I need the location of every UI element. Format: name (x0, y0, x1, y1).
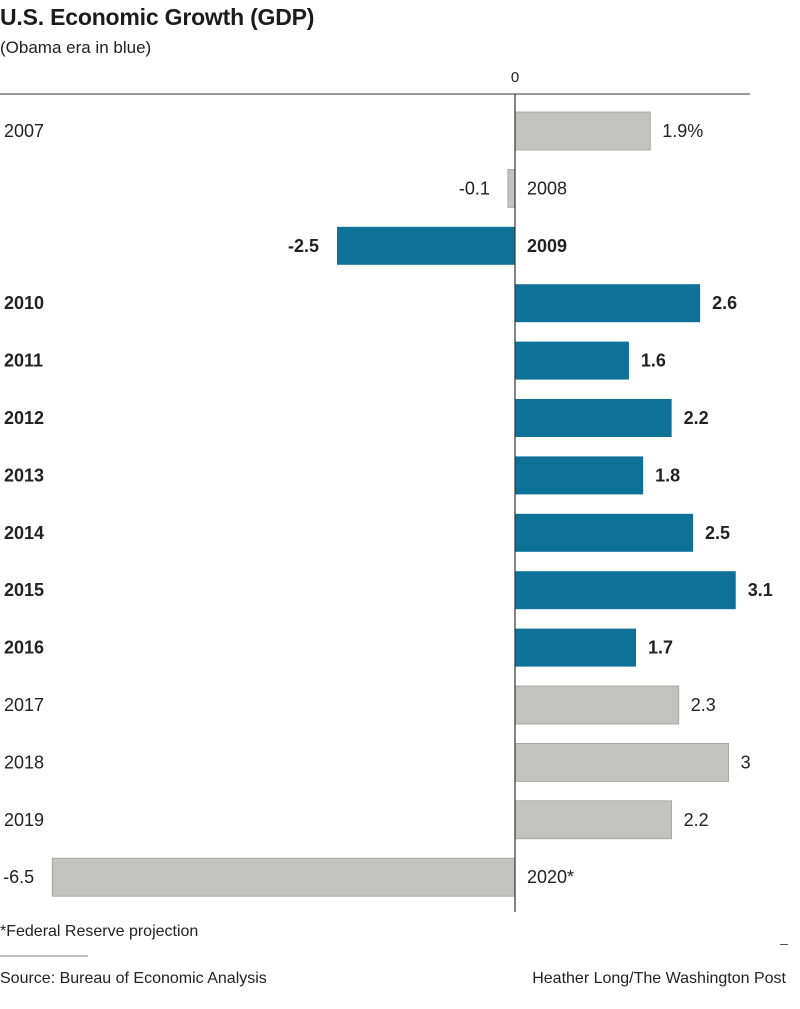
category-label: 2007 (4, 121, 44, 141)
value-label: 2.3 (691, 695, 716, 715)
category-label: 2009 (527, 236, 567, 256)
bar-2020 (51, 857, 516, 897)
bar-2009 (337, 226, 515, 265)
category-label: 2016 (4, 638, 44, 658)
bar-2017 (514, 685, 680, 725)
category-label: 2017 (4, 695, 44, 715)
chart-subtitle: (Obama era in blue) (0, 38, 152, 57)
category-label: 2014 (4, 523, 44, 543)
value-label: 2.5 (705, 523, 730, 543)
bar-2018 (514, 743, 730, 782)
value-label: 2.2 (684, 408, 709, 428)
category-label: 2019 (4, 810, 44, 830)
value-label: 2.2 (684, 810, 709, 830)
value-label: 3.1 (748, 580, 773, 600)
bar-chart: 0 2007 1.9% 2008 -0.1 2009 -2.5 2010 2.6 2011 1.6… (0, 69, 773, 912)
source-note: Source: Bureau of Economic Analysis (0, 970, 267, 987)
bar-2013 (515, 456, 644, 495)
value-label: 1.8 (655, 465, 680, 485)
category-label: 2018 (4, 752, 44, 772)
value-label: -0.1 (459, 178, 490, 198)
bar-2019 (514, 800, 673, 840)
bar-2010 (515, 284, 701, 323)
value-label: 1.6 (641, 351, 666, 371)
category-label: 2013 (4, 465, 44, 485)
bar-2012 (515, 399, 672, 437)
value-label: 1.9% (662, 121, 703, 141)
category-label: 2020* (527, 867, 574, 887)
value-label: 1.7 (648, 638, 673, 658)
footnote: *Federal Reserve projection (0, 923, 199, 940)
category-label: 2011 (4, 351, 43, 371)
footer-divider (0, 955, 88, 957)
credit-note: Heather Long/The Washington Post (532, 970, 786, 987)
chart-title: U.S. Economic Growth (GDP) (0, 4, 315, 30)
category-label: 2010 (4, 293, 44, 313)
bar-2014 (515, 513, 693, 552)
value-label: 3 (741, 752, 751, 772)
bar-2007 (514, 111, 651, 151)
category-label: 2012 (4, 408, 44, 428)
bars-group: 2007 1.9% 2008 -0.1 2009 -2.5 2010 2.6 2011 1.6 20… (3, 111, 773, 897)
bar-2011 (515, 341, 629, 380)
zero-tick-label: 0 (511, 69, 519, 86)
value-label: -2.5 (288, 236, 319, 256)
category-label: 2008 (527, 178, 567, 198)
footer-dash (780, 944, 788, 945)
value-label: 2.6 (712, 293, 737, 313)
category-label: 2015 (4, 580, 44, 600)
bar-2008 (507, 168, 516, 208)
bar-2016 (515, 628, 637, 667)
bar-2015 (515, 571, 736, 610)
value-label: -6.5 (3, 867, 34, 887)
